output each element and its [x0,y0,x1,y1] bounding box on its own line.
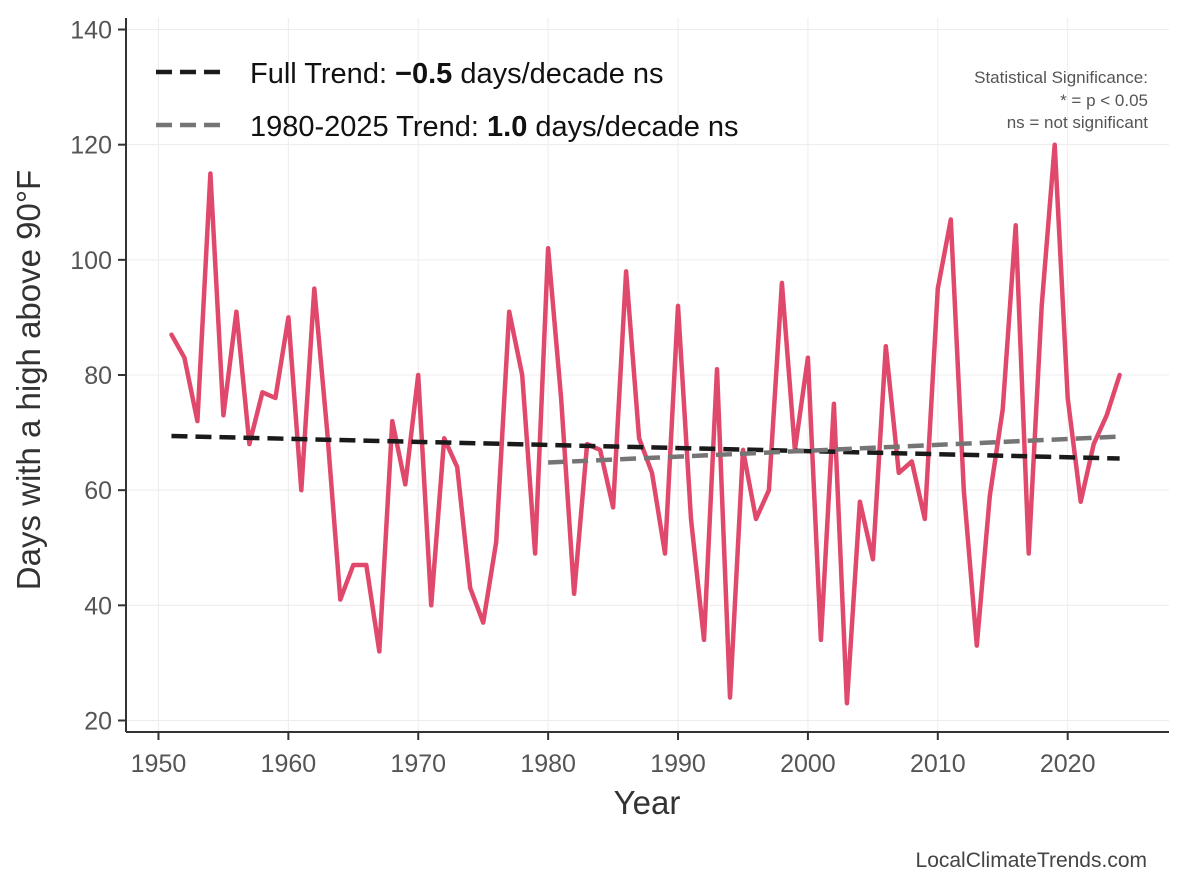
legend-label-1980-trend: 1980-2025 Trend: 1.0 days/decade ns [250,111,739,143]
x-tick-label-5: 2000 [780,750,836,778]
significance-line-2: * = p < 0.05 [1060,91,1148,110]
y-axis-label: Days with a high above 90°F [10,170,47,590]
y-tick-label-2: 60 [84,477,112,505]
legend-1980-value: 1.0 [487,111,527,143]
x-tick-label-1: 1960 [261,750,317,778]
trend-lines [171,433,1120,465]
y-tick-label-4: 100 [70,247,112,275]
x-tick-label-2: 1970 [390,750,446,778]
y-tick-label-1: 40 [84,592,112,620]
x-tick-label-3: 1980 [520,750,576,778]
y-tick-label-0: 20 [84,707,112,735]
legend-full-prefix: Full Trend: [250,58,395,90]
y-tick-label-6: 140 [70,17,112,45]
legend-1980-prefix: 1980-2025 Trend: [250,111,487,143]
significance-annotation: Statistical Significance: * = p < 0.05 n… [974,68,1148,132]
legend: Full Trend: −0.5 days/decade ns 1980-202… [156,58,739,143]
x-tick-label-4: 1990 [650,750,706,778]
x-tick-label-0: 1950 [131,750,187,778]
significance-line-1: Statistical Significance: [974,68,1148,87]
legend-label-full-trend: Full Trend: −0.5 days/decade ns [250,58,664,90]
series-line-0 [169,142,1122,706]
legend-full-value: −0.5 [395,58,452,90]
y-tick-label-5: 120 [70,132,112,160]
legend-full-suffix: days/decade ns [452,58,663,90]
x-tick-label-7: 2020 [1040,750,1096,778]
significance-line-3: ns = not significant [1007,113,1149,132]
trend-line-0 [171,433,1120,461]
x-ticks: 1950 1960 1970 1980 1990 2000 2010 2020 [131,732,1096,778]
data-series [169,142,1122,706]
legend-1980-suffix: days/decade ns [527,111,738,143]
y-tick-label-3: 80 [84,362,112,390]
x-tick-label-6: 2010 [910,750,966,778]
y-ticks: 20 40 60 80 100 120 140 [70,17,126,735]
x-axis-label: Year [614,784,681,821]
credit-text: LocalClimateTrends.com [916,849,1147,872]
